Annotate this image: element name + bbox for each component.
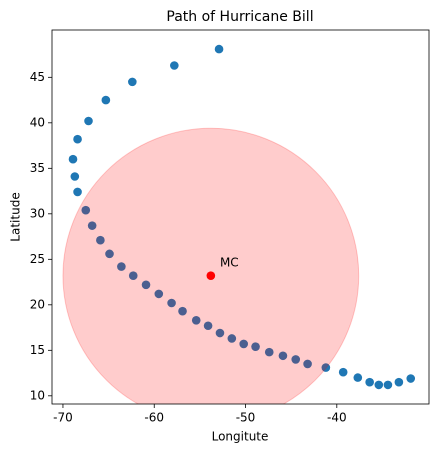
point	[105, 249, 114, 259]
point	[303, 359, 312, 369]
point	[73, 187, 82, 197]
x-axis-label: Longitute	[212, 430, 269, 444]
plot-frame	[51, 29, 430, 405]
x-tick-label: -40	[327, 411, 347, 425]
point	[84, 116, 93, 126]
point	[264, 347, 274, 357]
x-tick-label: -70	[53, 411, 73, 425]
y-axis-label: Latitude	[9, 192, 23, 241]
y-tick-label: 45	[30, 70, 45, 84]
point	[178, 306, 187, 316]
point	[73, 134, 82, 144]
point	[191, 315, 201, 325]
point-label: MC	[220, 255, 239, 269]
y-tick-label: 35	[30, 161, 45, 175]
point	[87, 221, 97, 230]
point	[141, 280, 151, 290]
point	[128, 271, 138, 280]
point	[81, 205, 91, 215]
point	[338, 367, 348, 377]
point	[117, 262, 126, 271]
point	[96, 235, 105, 245]
y-tick-label: 20	[30, 297, 45, 311]
point	[321, 363, 331, 372]
point	[101, 95, 111, 105]
point	[278, 351, 288, 361]
y-tick-label: 40	[30, 115, 45, 129]
point	[170, 61, 179, 70]
point	[227, 334, 237, 343]
point	[365, 377, 374, 387]
point	[291, 355, 301, 364]
x-tick-label: -60	[144, 411, 164, 425]
point	[406, 374, 416, 383]
chart-title: Path of Hurricane Bill	[166, 9, 313, 25]
point	[239, 339, 248, 349]
y-tick-label: 30	[30, 206, 45, 220]
point	[374, 380, 384, 390]
point	[383, 380, 393, 390]
center-point	[206, 271, 216, 280]
y-tick-label: 25	[30, 252, 45, 266]
y-tick-label: 15	[30, 343, 45, 357]
point	[214, 44, 224, 54]
point	[70, 172, 80, 181]
point	[167, 298, 176, 308]
point	[203, 321, 213, 331]
point	[251, 342, 260, 351]
point	[68, 154, 78, 164]
point	[128, 77, 137, 87]
point	[154, 289, 164, 299]
point	[215, 328, 225, 338]
x-tick-label: -50	[236, 411, 256, 425]
radius-circle	[62, 127, 360, 404]
point	[353, 373, 363, 382]
point	[394, 377, 404, 387]
y-tick-label: 10	[30, 388, 45, 402]
plot-area	[62, 44, 416, 404]
